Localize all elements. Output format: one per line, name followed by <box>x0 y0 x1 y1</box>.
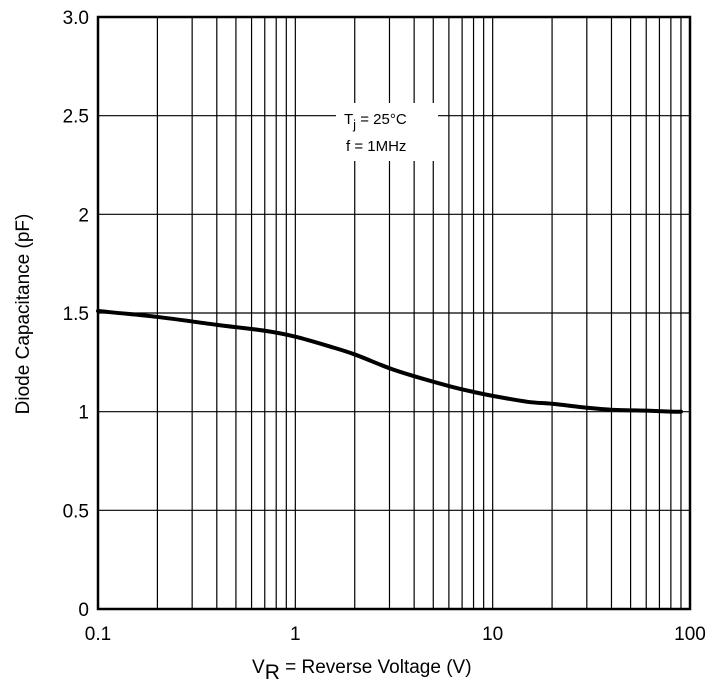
x-axis-label-rest: = Reverse Voltage (V) <box>280 657 472 678</box>
plot-frame <box>96 15 692 611</box>
y-tick-label: 2.5 <box>63 107 89 128</box>
y-tick-label: 2 <box>78 205 89 226</box>
x-tick-labels: 0.1 1 10 100 <box>85 624 706 645</box>
x-tick-label: 0.1 <box>85 624 111 645</box>
annotation-bg <box>336 103 438 161</box>
y-axis-label: Diode Capacitance (pF) <box>13 214 34 415</box>
y-tick-label: 0 <box>78 600 89 621</box>
y-tick-label: 0.5 <box>63 501 89 522</box>
capacitance-curve <box>96 309 683 414</box>
annotation-t-subscript: j <box>352 117 356 132</box>
annotation-box: Tj = 25°C f = 1MHz <box>336 103 438 161</box>
y-tick-label: 1 <box>78 403 89 424</box>
y-tick-label: 1.5 <box>63 304 89 325</box>
annotation-line-2: f = 1MHz <box>346 138 406 155</box>
x-axis-label-v: V <box>252 657 265 678</box>
x-axis-label: VR = Reverse Voltage (V) <box>252 657 472 684</box>
annotation-line-1: Tj = 25°C <box>344 111 407 132</box>
annotation-t: T <box>344 111 353 128</box>
y-tick-labels: 0 0.5 1 1.5 2 2.5 3.0 <box>63 8 89 621</box>
x-tick-label: 1 <box>290 624 301 645</box>
y-tick-label: 3.0 <box>63 8 89 29</box>
annotation-temp: = 25°C <box>356 111 407 128</box>
x-tick-label: 10 <box>482 624 503 645</box>
x-tick-label: 100 <box>674 624 706 645</box>
curve-layer <box>96 309 683 414</box>
x-axis-label-subscript: R <box>265 661 280 684</box>
